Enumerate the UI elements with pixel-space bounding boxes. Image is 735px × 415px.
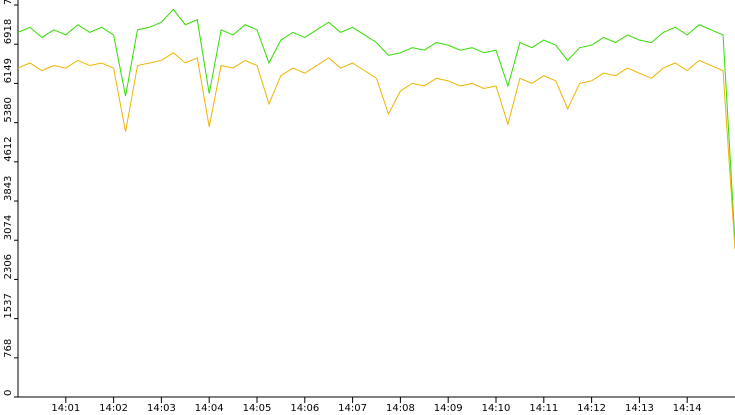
x-tick-label: 14:08 <box>386 403 415 414</box>
y-tick-label: 4612 <box>3 136 14 161</box>
y-tick-label: 5380 <box>3 97 14 122</box>
y-tick-label: 6149 <box>3 58 14 83</box>
x-tick-label: 14:05 <box>243 403 272 414</box>
x-tick-label: 14:12 <box>577 403 606 414</box>
x-tick-label: 14:11 <box>529 403 558 414</box>
x-tick-label: 14:09 <box>434 403 463 414</box>
x-tick-label: 14:03 <box>147 403 176 414</box>
y-tick-label: 3843 <box>3 176 14 201</box>
x-tick-label: 14:01 <box>51 403 80 414</box>
x-tick-label: 14:02 <box>99 403 128 414</box>
x-tick-label: 14:04 <box>195 403 224 414</box>
x-tick-label: 14:14 <box>673 403 702 414</box>
x-tick-label: 14:06 <box>290 403 319 414</box>
y-tick-label: 2306 <box>3 254 14 279</box>
x-tick-label: 14:07 <box>338 403 367 414</box>
y-tick-label: 7687 <box>3 0 14 5</box>
series-line <box>17 8 735 242</box>
y-tick-label: 6918 <box>3 19 14 44</box>
series-line <box>17 52 735 250</box>
y-tick-label: 768 <box>3 339 14 358</box>
x-tick-label: 14:10 <box>482 403 511 414</box>
y-tick-label: 3074 <box>3 215 14 240</box>
x-tick-label: 14:13 <box>625 403 654 414</box>
y-tick-label: 0 <box>3 390 14 396</box>
y-tick-label: 1537 <box>3 293 14 318</box>
